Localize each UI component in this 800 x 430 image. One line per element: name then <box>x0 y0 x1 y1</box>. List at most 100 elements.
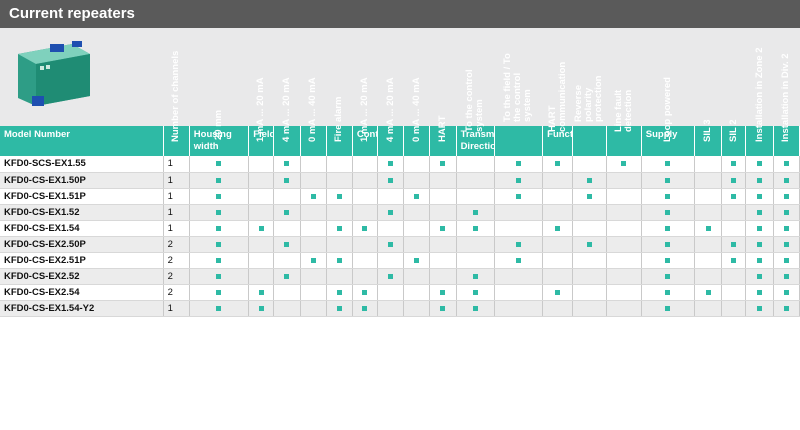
feature-cell <box>542 236 574 253</box>
checkmark-square-icon <box>472 225 478 231</box>
feature-cell <box>641 188 696 205</box>
feature-cell <box>273 268 301 285</box>
col-fire-alarm: Fire alarm <box>326 97 353 156</box>
feature-cell <box>494 236 544 253</box>
feature-cell <box>494 188 544 205</box>
feature-cell <box>352 172 379 189</box>
checkmark-square-icon <box>388 241 394 247</box>
feature-cell <box>456 236 495 253</box>
feature-cell <box>403 300 431 317</box>
feature-cell <box>352 204 379 221</box>
model-number-cell: KFD0-CS-EX2.52 <box>0 268 164 285</box>
checkmark-square-icon <box>665 289 671 295</box>
feature-cell <box>572 236 607 253</box>
checkmark-square-icon <box>258 305 264 311</box>
checkmark-square-icon <box>336 305 342 311</box>
feature-cell <box>606 220 642 237</box>
checkmark-square-icon <box>783 193 789 199</box>
checkmark-square-icon <box>665 305 671 311</box>
feature-cell <box>429 300 457 317</box>
feature-cell <box>248 252 275 269</box>
table-row: KFD0-SCS-EX1.55 1 <box>0 156 800 173</box>
feature-cell <box>456 156 495 173</box>
channels-cell: 1 <box>163 300 190 317</box>
feature-cell <box>745 188 774 205</box>
checkmark-square-icon <box>216 289 222 295</box>
checkmark-square-icon <box>665 161 671 167</box>
checkmark-square-icon <box>472 305 478 311</box>
feature-cell <box>606 156 642 173</box>
checkmark-square-icon <box>515 193 521 199</box>
checkmark-square-icon <box>665 257 671 263</box>
checkmark-square-icon <box>665 209 671 215</box>
feature-cell <box>494 156 544 173</box>
feature-cell <box>773 300 800 317</box>
feature-cell <box>403 172 431 189</box>
feature-cell <box>745 172 774 189</box>
col-loop-powered: Supply Loop powered <box>641 77 696 156</box>
feature-cell <box>326 268 353 285</box>
checkmark-square-icon <box>284 241 290 247</box>
repeaters-table: Model Number Number of channels Housing … <box>0 48 800 317</box>
table-row: KFD0-CS-EX1.50P 1 <box>0 172 800 189</box>
feature-cell <box>721 268 747 285</box>
feature-cell <box>773 268 800 285</box>
channels-cell: 2 <box>163 236 190 253</box>
feature-cell <box>641 204 696 221</box>
feature-cell <box>606 188 642 205</box>
checkmark-square-icon <box>586 177 592 183</box>
feature-cell <box>377 252 405 269</box>
feature-cell <box>606 172 642 189</box>
feature-cell <box>542 156 574 173</box>
feature-cell <box>403 204 431 221</box>
col-control-4-20: 4 mA ... 20 mA <box>377 77 405 156</box>
feature-cell <box>572 252 607 269</box>
checkmark-square-icon <box>705 289 711 295</box>
checkmark-square-icon <box>783 177 789 183</box>
checkmark-square-icon <box>440 161 446 167</box>
feature-cell <box>352 156 379 173</box>
feature-cell <box>572 284 607 301</box>
feature-cell <box>429 220 457 237</box>
table-row: KFD0-CS-EX2.51P 2 <box>0 252 800 269</box>
checkmark-square-icon <box>731 241 737 247</box>
feature-cell <box>542 284 574 301</box>
checkmark-square-icon <box>757 305 763 311</box>
feature-cell <box>352 268 379 285</box>
col-control-0-40: 0 mA ... 40 mA <box>403 77 431 156</box>
col-model: Model Number <box>0 126 164 156</box>
checkmark-square-icon <box>336 225 342 231</box>
feature-cell <box>377 284 405 301</box>
checkmark-square-icon <box>665 177 671 183</box>
feature-cell <box>403 188 431 205</box>
checkmark-square-icon <box>216 273 222 279</box>
model-number-cell: KFD0-CS-EX1.52 <box>0 204 164 221</box>
feature-cell <box>189 156 250 173</box>
checkmark-square-icon <box>586 193 592 199</box>
feature-cell <box>189 284 250 301</box>
feature-cell <box>377 172 405 189</box>
feature-cell <box>456 220 495 237</box>
feature-cell <box>606 268 642 285</box>
feature-cell <box>189 220 250 237</box>
product-image-area <box>0 28 800 126</box>
feature-cell <box>641 156 696 173</box>
checkmark-square-icon <box>336 193 342 199</box>
feature-cell <box>494 284 544 301</box>
feature-cell <box>641 252 696 269</box>
model-number-cell: KFD0-SCS-EX1.55 <box>0 156 164 173</box>
checkmark-square-icon <box>440 305 446 311</box>
checkmark-square-icon <box>284 161 290 167</box>
col-sil2: SIL 2 <box>721 119 747 156</box>
table-row: KFD0-CS-EX2.50P 2 <box>0 236 800 253</box>
feature-cell <box>641 300 696 317</box>
col-to-control: Transmission Direction To the control sy… <box>456 69 522 156</box>
checkmark-square-icon <box>515 241 521 247</box>
feature-cell <box>606 204 642 221</box>
col-sil3: SIL 3 <box>694 119 723 156</box>
feature-cell <box>456 300 495 317</box>
feature-cell <box>745 300 774 317</box>
feature-cell <box>606 252 642 269</box>
feature-cell <box>606 284 642 301</box>
feature-cell <box>494 204 544 221</box>
